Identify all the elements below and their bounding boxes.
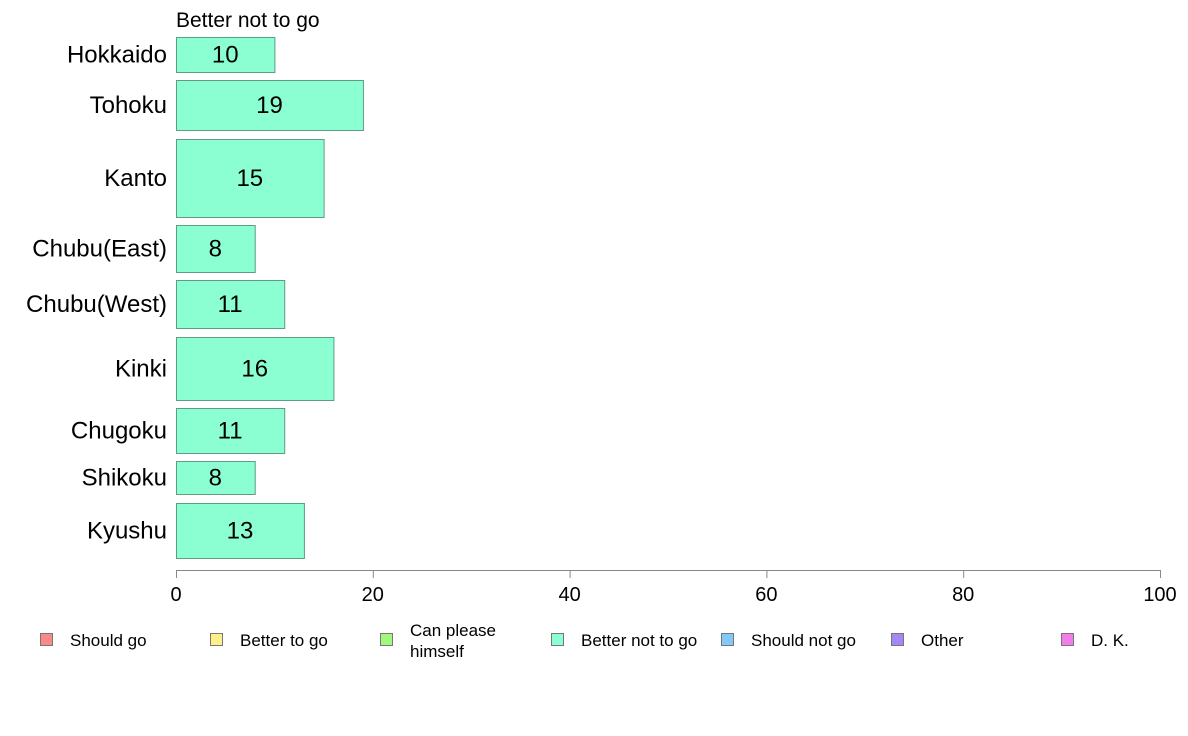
legend-label-d-k: D. K.: [1091, 631, 1129, 650]
category-label-hokkaido: Hokkaido: [67, 42, 167, 69]
x-axis: 0 20 40 60 80 100: [170, 570, 1177, 606]
legend-swatch-d-k: [1061, 633, 1074, 646]
legend-swatch-should-go: [40, 633, 53, 646]
bar-chubu-east: [176, 225, 256, 273]
bar-kinki: [176, 337, 335, 401]
bar-value-label-chubu-west: 11: [218, 291, 243, 318]
category-label-kinki: Kinki: [115, 356, 167, 383]
x-tick-label: 40: [558, 584, 580, 606]
bar-value-label-kinki: 16: [241, 356, 268, 383]
legend-label-can-please-himself: Can please: [410, 621, 496, 640]
legend-label-should-go: Should go: [70, 631, 147, 650]
bar-value-label-kyushu: 13: [227, 518, 254, 545]
x-tick-label: 80: [952, 584, 974, 606]
category-label-kanto: Kanto: [104, 165, 167, 192]
x-tick-label: 100: [1143, 584, 1176, 606]
category-label-tohoku: Tohoku: [90, 92, 167, 119]
bar-value-label-shikoku: 8: [209, 465, 222, 492]
bar-tohoku: [176, 80, 364, 131]
legend-label-can-please-himself: himself: [410, 642, 464, 661]
x-tick-label: 20: [362, 584, 384, 606]
bar-hokkaido: [176, 37, 276, 73]
x-tick-label: 60: [755, 584, 777, 606]
category-label-chubu-east: Chubu(East): [32, 236, 167, 263]
chart-subtitle: Better not to go: [176, 9, 320, 32]
legend-swatch-better-to-go: [210, 633, 223, 646]
x-tick-label: 0: [170, 584, 181, 606]
legend: Should go Better to go Can please himself Be…: [40, 621, 1129, 661]
legend-label-other: Other: [921, 631, 964, 650]
bar-value-label-chubu-east: 8: [209, 236, 222, 263]
bar-shikoku: [176, 461, 256, 495]
legend-swatch-should-not-go: [721, 633, 734, 646]
category-label-kyushu: Kyushu: [87, 518, 167, 545]
legend-label-better-to-go: Better to go: [240, 631, 328, 650]
bar-value-label-hokkaido: 10: [212, 42, 239, 69]
legend-swatch-better-not-to-go: [551, 633, 564, 646]
bar-chubu-west: [176, 280, 286, 329]
bar-kyushu: [176, 503, 305, 559]
legend-swatch-can-please-himself: [380, 633, 393, 646]
bar-value-label-kanto: 15: [236, 165, 263, 192]
legend-label-should-not-go: Should not go: [751, 631, 856, 650]
category-label-shikoku: Shikoku: [82, 465, 167, 492]
category-label-chugoku: Chugoku: [71, 418, 167, 445]
bar-value-label-tohoku: 19: [256, 92, 283, 119]
bars-group: Hokkaido 10 Tohoku 19 Kanto 15 Chubu(East) 8 Chu…: [26, 37, 364, 559]
legend-label-better-not-to-go: Better not to go: [581, 631, 697, 650]
bar-chugoku: [176, 408, 286, 454]
legend-swatch-other: [891, 633, 904, 646]
category-label-chubu-west: Chubu(West): [26, 291, 167, 318]
bar-value-label-chugoku: 11: [218, 418, 243, 445]
bar-kanto: [176, 139, 325, 218]
